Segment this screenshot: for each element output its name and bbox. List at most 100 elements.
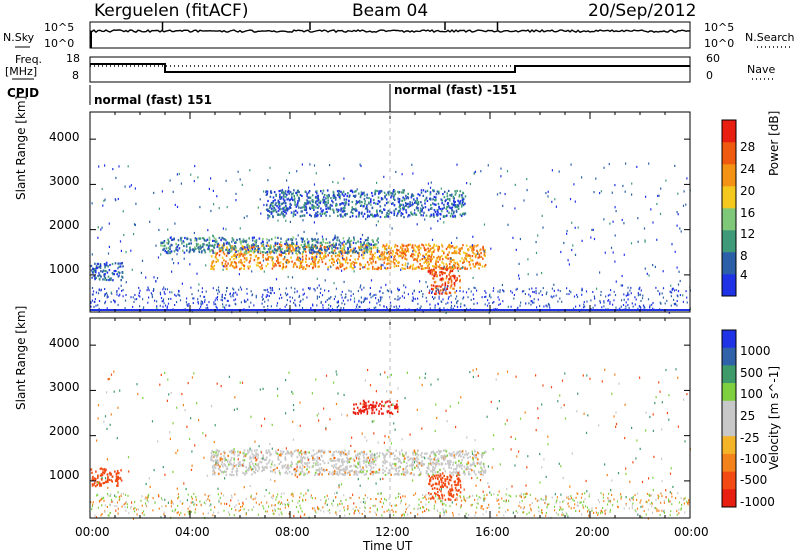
power-echo-cell bbox=[312, 260, 314, 263]
power-echo-cell bbox=[293, 199, 296, 202]
power-nearrange-cell bbox=[473, 286, 475, 289]
vel-echo-cell bbox=[354, 469, 357, 472]
power-echo-cell bbox=[445, 207, 448, 211]
power-echo-cell bbox=[167, 242, 170, 245]
vel-echo-cell bbox=[372, 470, 375, 474]
vel-echo-cell bbox=[105, 480, 107, 483]
vel-echo-cell bbox=[447, 460, 449, 463]
power-echo-cell bbox=[359, 267, 361, 270]
power-nearrange-cell bbox=[533, 301, 535, 304]
power-echo-cell bbox=[323, 196, 325, 199]
power-noise-cell bbox=[581, 176, 583, 179]
power-echo-cell bbox=[353, 264, 355, 267]
power-nearrange-cell bbox=[215, 303, 217, 306]
power-echo-cell bbox=[274, 244, 277, 247]
power-echo-cell bbox=[378, 200, 381, 203]
power-nearrange-cell bbox=[142, 298, 144, 301]
power-echo-cell bbox=[363, 202, 366, 205]
vel-echo-cell bbox=[429, 459, 432, 462]
power-echo-cell bbox=[194, 237, 197, 240]
power-echo-cell bbox=[419, 207, 422, 210]
power-echo-cell bbox=[411, 246, 413, 249]
power-echo-cell bbox=[459, 286, 461, 289]
power-echo-cell bbox=[235, 262, 237, 265]
power-echo-cell bbox=[214, 256, 217, 259]
power-nearrange-cell bbox=[627, 294, 629, 297]
power-nearrange-cell bbox=[497, 290, 499, 293]
power-nearrange-cell bbox=[192, 297, 194, 300]
power-echo-cell bbox=[438, 285, 440, 288]
power-echo-cell bbox=[397, 190, 399, 193]
power-echo-cell bbox=[310, 215, 312, 218]
power-echo-cell bbox=[354, 261, 356, 264]
power-echo-cell bbox=[416, 199, 419, 202]
power-nearrange-cell bbox=[419, 307, 421, 310]
power-echo-cell bbox=[389, 263, 392, 266]
vel-echo-cell bbox=[442, 449, 445, 452]
vel-echo-cell bbox=[117, 482, 119, 485]
vel-echo-cell bbox=[362, 470, 364, 473]
power-echo-cell bbox=[483, 265, 486, 268]
vel-echo-cell bbox=[297, 449, 299, 452]
vel-echo-cell bbox=[341, 473, 343, 476]
power-nearrange-cell bbox=[243, 299, 245, 302]
power-echo-cell bbox=[276, 255, 278, 258]
power-echo-cell bbox=[404, 250, 406, 253]
power-echo-cell bbox=[426, 199, 429, 202]
power-echo-cell bbox=[372, 257, 375, 260]
power-echo-cell bbox=[104, 266, 106, 269]
power-nearrange-cell bbox=[413, 289, 415, 292]
vel-echo-cell bbox=[434, 454, 437, 457]
power-echo-cell bbox=[282, 264, 284, 267]
power-echo-cell bbox=[262, 256, 264, 259]
vel-echo-cell bbox=[102, 482, 104, 485]
power-noise-cell bbox=[173, 262, 175, 265]
vel-echo-cell bbox=[472, 454, 475, 457]
vel-echo-cell bbox=[405, 465, 407, 468]
power-nearrange-cell bbox=[488, 302, 490, 305]
vel-echo-cell bbox=[465, 450, 467, 453]
power-nearrange-cell bbox=[138, 292, 140, 294]
power-echo-cell bbox=[472, 247, 475, 250]
power-echo-cell bbox=[437, 246, 439, 249]
power-echo-cell bbox=[344, 214, 347, 217]
vel-echo-cell bbox=[370, 456, 373, 459]
power-echo-cell bbox=[407, 192, 409, 195]
power-noise-cell bbox=[395, 170, 397, 173]
power-nearrange-cell bbox=[485, 295, 487, 298]
power-noise-cell bbox=[247, 298, 249, 301]
power-echo-cell bbox=[340, 213, 342, 216]
vel-echo-cell bbox=[481, 456, 483, 459]
vel-echo-cell bbox=[243, 459, 246, 462]
power-noise-cell bbox=[499, 192, 501, 195]
power-echo-cell bbox=[315, 215, 318, 218]
power-echo-cell bbox=[284, 210, 286, 213]
power-echo-cell bbox=[435, 267, 437, 270]
power-nearrange-cell bbox=[429, 289, 431, 292]
power-echo-cell bbox=[338, 253, 341, 256]
vel-echo-cell bbox=[412, 451, 414, 454]
power-nearrange-cell bbox=[316, 304, 318, 307]
power-noise-cell bbox=[103, 199, 105, 202]
power-echo-cell bbox=[367, 239, 369, 242]
power-echo-cell bbox=[438, 246, 440, 249]
power-nearrange-cell bbox=[313, 287, 315, 290]
vel-echo-cell bbox=[448, 482, 450, 486]
power-nearrange-cell bbox=[344, 296, 346, 299]
power-echo-cell bbox=[366, 242, 368, 245]
power-nearrange-cell bbox=[572, 307, 575, 310]
power-echo-cell bbox=[377, 214, 379, 217]
power-noise-cell bbox=[625, 162, 627, 165]
power-nearrange-cell bbox=[133, 301, 135, 303]
power-noise-cell bbox=[197, 298, 199, 301]
vel-echo-cell bbox=[432, 467, 434, 470]
power-nearrange-cell bbox=[130, 296, 132, 299]
power-echo-cell bbox=[412, 246, 415, 250]
power-nearrange-cell bbox=[363, 298, 365, 301]
power-echo-cell bbox=[317, 198, 320, 201]
power-noise-cell bbox=[296, 290, 298, 293]
vel-echo-cell bbox=[369, 458, 372, 461]
power-echo-cell bbox=[342, 190, 345, 193]
vel-echo-cell bbox=[370, 466, 373, 469]
power-echo-cell bbox=[296, 265, 298, 268]
